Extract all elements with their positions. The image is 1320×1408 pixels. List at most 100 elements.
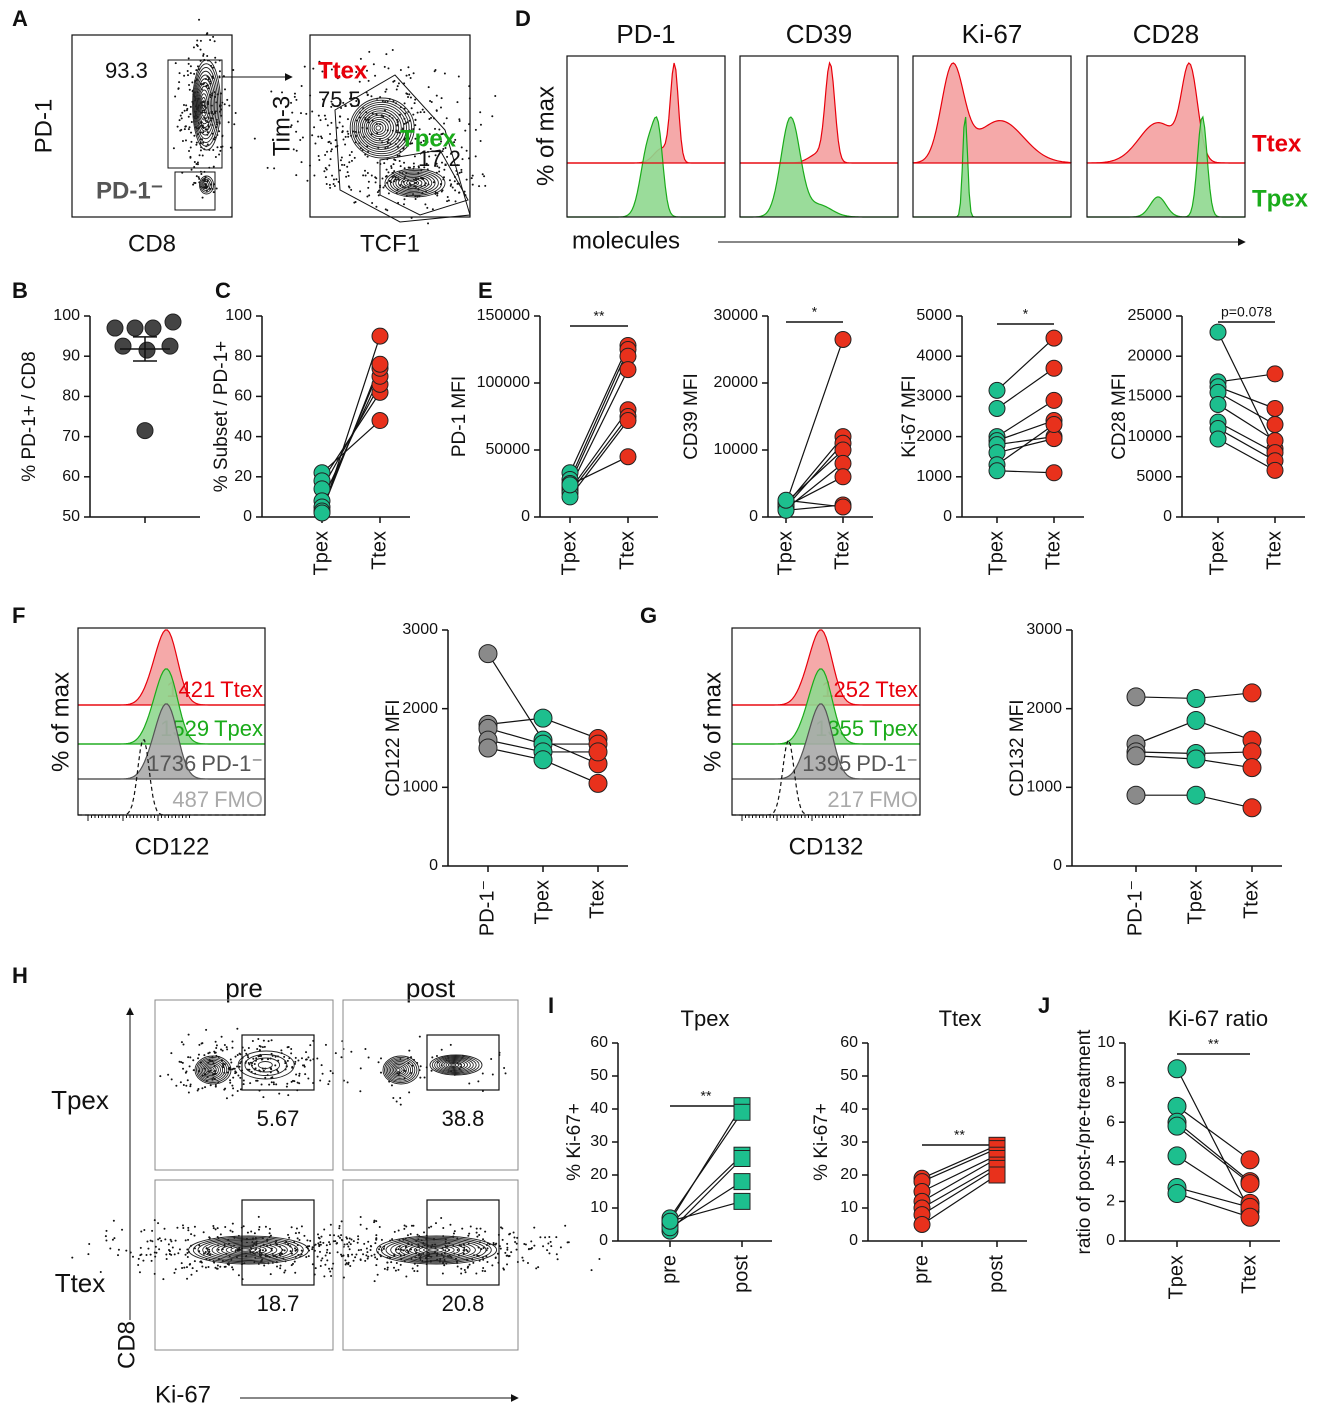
event-dot: [328, 1241, 331, 1244]
series-label: 1736 PD-1⁻: [147, 751, 263, 776]
event-dot: [214, 56, 217, 59]
y-tick-label: 40: [590, 1100, 608, 1117]
contour: [385, 1237, 487, 1263]
event-dot: [200, 1042, 203, 1045]
gate: [334, 74, 471, 223]
event-dot: [398, 1071, 401, 1074]
event-dot: [598, 1257, 601, 1260]
event-dot: [365, 1247, 368, 1250]
event-dot: [506, 1246, 509, 1249]
event-dot: [287, 1046, 290, 1049]
event-dot: [331, 174, 334, 177]
x-tick-label: Tpex: [1184, 880, 1206, 924]
event-dot: [140, 1230, 143, 1233]
event-dot: [316, 1255, 319, 1258]
event-dot: [279, 1267, 282, 1270]
event-dot: [397, 1248, 400, 1251]
event-dot: [355, 1253, 358, 1256]
marker: [1045, 329, 1063, 347]
event-dot: [266, 1058, 269, 1061]
event-dot: [428, 118, 431, 121]
event-dot: [216, 1227, 219, 1230]
event-dot: [423, 1231, 426, 1234]
y-tick-label: 0: [849, 1232, 858, 1249]
event-dot: [165, 1253, 168, 1256]
event-dot: [290, 101, 293, 104]
event-dot: [212, 1062, 215, 1065]
event-dot: [375, 1220, 378, 1223]
x-tick-label: post: [730, 1255, 752, 1293]
event-dot: [352, 1240, 355, 1243]
event-dot: [301, 1064, 304, 1067]
plot-frame: [342, 999, 519, 1171]
event-dot: [396, 131, 399, 134]
event-dot: [486, 1260, 489, 1263]
axis-label: CD39 MFI: [681, 373, 702, 460]
event-dot: [359, 1258, 362, 1261]
event-dot: [176, 1226, 179, 1229]
event-dot: [318, 159, 321, 162]
event-dot: [287, 1233, 290, 1236]
event-dot: [290, 124, 293, 127]
y-tick-label: 4000: [916, 347, 952, 364]
event-dot: [232, 1268, 235, 1271]
event-dot: [284, 1062, 287, 1065]
y-tick-label: 0: [599, 1232, 608, 1249]
event-dot: [238, 1052, 241, 1055]
pair-line: [1195, 794, 1253, 809]
event-dot: [237, 1274, 240, 1277]
event-dot: [236, 1090, 239, 1093]
marker: [1209, 395, 1227, 413]
event-dot: [403, 1227, 406, 1230]
contour: [390, 1239, 482, 1261]
pair-line: [569, 420, 629, 498]
event-dot: [203, 1054, 206, 1057]
event-dot: [215, 1047, 218, 1050]
event-dot: [470, 177, 473, 180]
event-dot: [472, 1261, 475, 1264]
axis-label: % Ki-67+: [564, 1103, 585, 1181]
event-dot: [293, 92, 296, 95]
contour: [198, 85, 211, 125]
event-dot: [206, 143, 209, 146]
event-dot: [170, 1240, 173, 1243]
event-dot: [311, 110, 314, 113]
event-dot: [344, 143, 347, 146]
contour: [369, 118, 389, 138]
event-dot: [281, 91, 284, 94]
event-dot: [468, 123, 471, 126]
event-dot: [340, 1234, 343, 1237]
event-dot: [556, 1258, 559, 1261]
event-dot: [417, 166, 420, 169]
y-tick-label: 3000: [1026, 621, 1062, 638]
y-tick-label: 30: [840, 1133, 858, 1150]
event-dot: [548, 1236, 551, 1239]
event-dot: [188, 84, 191, 87]
event-dot: [377, 1061, 380, 1064]
event-dot: [181, 111, 184, 114]
event-dot: [348, 1241, 351, 1244]
event-dot: [158, 1237, 161, 1240]
event-dot: [385, 168, 388, 171]
event-dot: [409, 96, 412, 99]
contour: [202, 1062, 221, 1078]
pair-line: [785, 449, 844, 503]
event-dot: [443, 72, 446, 75]
event-dot: [200, 1061, 203, 1064]
pair-line: [321, 420, 381, 474]
event-dot: [307, 1077, 310, 1080]
event-dot: [300, 1249, 303, 1252]
event-dot: [334, 1240, 337, 1243]
event-dot: [246, 1231, 249, 1234]
event-dot: [338, 121, 341, 124]
event-dot: [428, 1226, 431, 1229]
event-dot: [111, 1238, 114, 1241]
event-dot: [215, 1044, 218, 1047]
event-dot: [336, 77, 339, 80]
event-dot: [147, 1247, 150, 1250]
marker: [988, 381, 1006, 399]
event-dot: [318, 1250, 321, 1253]
event-dot: [440, 97, 443, 100]
event-dot: [337, 1235, 340, 1238]
event-dot: [229, 146, 232, 149]
